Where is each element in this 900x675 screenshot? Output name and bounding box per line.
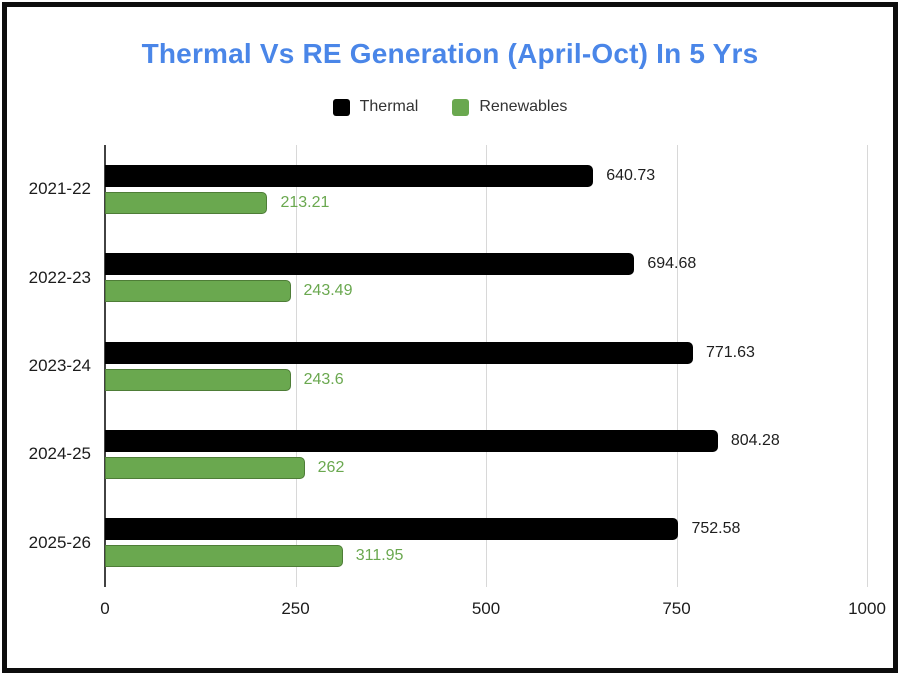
rows: 2021-22 640.73 213.21 2022-23 694.68 243.49 20…: [29, 145, 867, 587]
chart-row: 2022-23 694.68 243.49: [29, 233, 867, 321]
legend-label-renewables: Renewables: [479, 98, 568, 115]
legend-label-thermal: Thermal: [359, 98, 419, 115]
x-tick-label: 1000: [848, 599, 886, 618]
legend-item-thermal[interactable]: Thermal: [332, 98, 419, 116]
renewables-bar[interactable]: [105, 545, 343, 568]
thermal-bar[interactable]: [105, 341, 693, 364]
x-axis: 0 250 500 750 1000: [100, 595, 886, 625]
thermal-bar[interactable]: [105, 518, 679, 541]
x-tick-label: 750: [662, 599, 691, 618]
category-label: 2021-22: [28, 179, 91, 199]
chart-row: 2021-22 640.73 213.21: [29, 145, 867, 233]
bar-line: 804.28: [105, 429, 867, 452]
legend: Thermal Renewables: [7, 97, 893, 117]
gridline: [676, 145, 678, 587]
y-axis-line: [104, 145, 106, 587]
category-label: 2022-23: [28, 267, 91, 287]
chart-row: 2025-26 752.58 311.95: [29, 499, 867, 587]
thermal-value-label: 771.63: [705, 343, 755, 361]
renewables-value-label: 213.21: [280, 193, 330, 211]
chart-title: Thermal Vs RE Generation (April-Oct) In …: [141, 38, 759, 69]
bar-line: 752.58: [105, 518, 867, 541]
gridline: [295, 145, 297, 587]
bar-line: 771.63: [105, 341, 867, 364]
x-tick-label: 500: [471, 599, 501, 618]
thermal-bar[interactable]: [105, 253, 635, 276]
bar-line: 243.6: [105, 368, 867, 391]
chart-row: 2023-24 771.63 243.6: [29, 322, 867, 410]
thermal-value-label: 752.58: [691, 520, 741, 538]
plot-area: 2021-22 640.73 213.21 2022-23 694.68 243.49 20…: [29, 145, 868, 587]
thermal-legend-marker-icon: [332, 98, 350, 116]
renewables-bar[interactable]: [105, 456, 305, 479]
renewables-bar[interactable]: [105, 368, 291, 391]
thermal-value-label: 640.73: [606, 166, 656, 184]
gridline: [867, 145, 868, 587]
renewables-value-label: 311.95: [355, 547, 404, 565]
legend-item-renewables[interactable]: Renewables: [452, 98, 567, 116]
renewables-value-label: 243.6: [303, 370, 344, 388]
renewables-legend-marker-icon: [452, 98, 470, 116]
bar-line: 213.21: [105, 191, 867, 214]
thermal-bar[interactable]: [105, 164, 594, 187]
x-tick-label: 250: [281, 599, 310, 618]
category-label: 2023-24: [28, 356, 91, 376]
renewables-bar[interactable]: [105, 191, 268, 214]
gridline: [486, 145, 487, 587]
bar-line: 262: [105, 456, 867, 479]
bar-line: 311.95: [105, 545, 867, 568]
renewables-value-label: 243.49: [303, 282, 353, 300]
category-label: 2025-26: [28, 532, 91, 552]
bar-line: 640.73: [105, 164, 867, 187]
x-tick-label: 0: [100, 599, 110, 618]
renewables-value-label: 262: [317, 458, 345, 476]
chart-area: 2021-22 640.73 213.21 2022-23 694.68 243.49 20…: [7, 145, 893, 587]
thermal-value-label: 804.28: [730, 431, 780, 449]
thermal-bar[interactable]: [105, 429, 718, 452]
bar-line: 243.49: [105, 280, 867, 303]
renewables-bar[interactable]: [105, 280, 291, 303]
thermal-value-label: 694.68: [647, 255, 697, 273]
category-label: 2024-25: [28, 444, 91, 464]
chart-row: 2024-25 804.28 262: [29, 410, 867, 498]
bar-line: 694.68: [105, 253, 867, 276]
